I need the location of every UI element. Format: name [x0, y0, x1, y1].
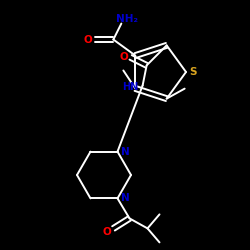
Text: O: O — [119, 52, 128, 62]
Text: O: O — [102, 228, 111, 237]
Text: N: N — [121, 146, 130, 156]
Text: NH₂: NH₂ — [116, 14, 138, 24]
Text: S: S — [189, 67, 197, 77]
Text: N: N — [121, 194, 130, 203]
Text: HN: HN — [122, 82, 139, 92]
Text: O: O — [84, 34, 93, 44]
